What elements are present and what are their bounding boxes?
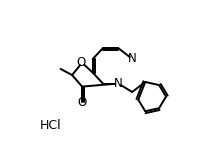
Text: N: N (127, 52, 136, 65)
Text: HCl: HCl (40, 119, 61, 132)
Text: O: O (77, 95, 86, 108)
Text: O: O (76, 56, 85, 69)
Text: N: N (113, 77, 122, 90)
